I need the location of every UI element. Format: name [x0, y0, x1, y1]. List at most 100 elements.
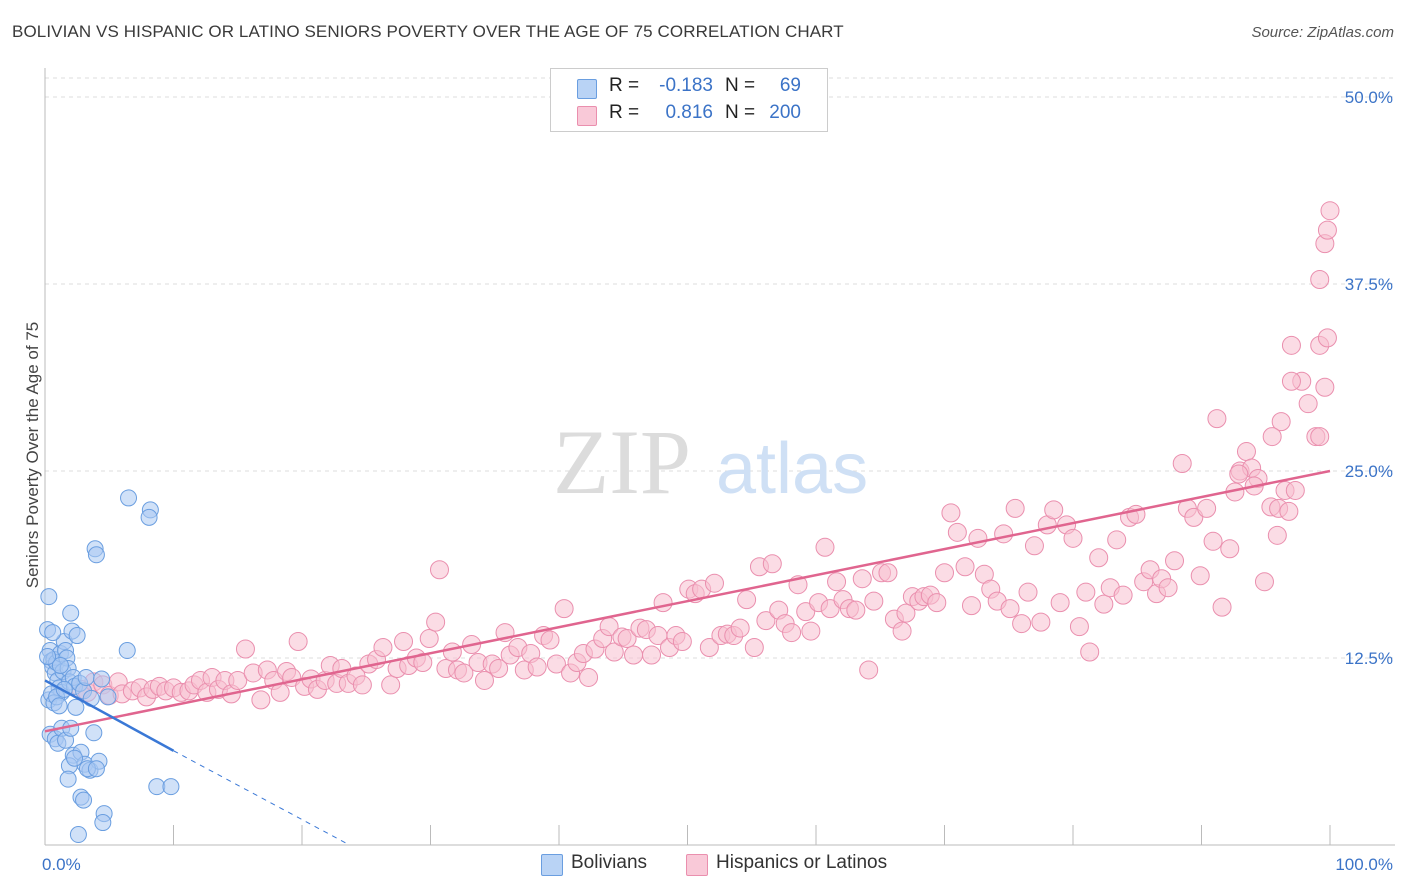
legend-swatch-blue [577, 79, 597, 99]
source-label: Source: ZipAtlas.com [1251, 24, 1394, 41]
hispanic-point [288, 632, 308, 652]
hispanic-point [1113, 585, 1133, 605]
y-tick-label: 12.5% [1345, 649, 1393, 668]
bolivian-trend-extension [173, 750, 350, 846]
hispanic-point [251, 690, 271, 710]
hispanic-point [730, 618, 750, 638]
bolivian-point [68, 627, 86, 645]
bolivian-point [87, 546, 105, 564]
hispanic-point [352, 675, 372, 695]
hispanic-point [1012, 614, 1032, 634]
hispanic-point [699, 638, 719, 658]
hispanic-point [1254, 572, 1274, 592]
hispanic-point [642, 645, 662, 665]
hispanic-point [540, 630, 560, 650]
hispanic-point [419, 629, 439, 649]
watermark-atlas: atlas [716, 429, 868, 509]
bolivian-point [62, 604, 80, 622]
hispanic-point [1271, 412, 1291, 432]
hispanic-point [604, 642, 624, 662]
hispanic-point [1197, 498, 1217, 518]
bolivian-point [94, 814, 112, 832]
y-tick-label: 25.0% [1345, 462, 1393, 481]
hispanic-point [859, 660, 879, 680]
hispanic-point [489, 658, 509, 678]
hispanic-point [394, 632, 414, 652]
legend-r-value: -0.183 [659, 75, 713, 96]
hispanic-point [546, 654, 566, 674]
hispanic-point [852, 569, 872, 589]
bolivian-point [118, 642, 136, 660]
hispanic-point [744, 638, 764, 658]
legend-n-key: N = [725, 102, 756, 123]
hispanic-point [1076, 582, 1096, 602]
bolivian-points [39, 489, 180, 844]
hispanic-point [994, 524, 1014, 544]
x-tick-label: 100.0% [1335, 855, 1393, 874]
bolivian-point [99, 688, 117, 706]
hispanic-point [961, 596, 981, 616]
hispanic-point [1190, 566, 1210, 586]
hispanic-point [1236, 442, 1256, 462]
hispanic-point [442, 642, 462, 662]
hispanic-point [1298, 394, 1318, 414]
hispanic-point [955, 557, 975, 577]
bolivian-point [51, 656, 69, 674]
hispanic-point [762, 554, 782, 574]
hispanic-point [672, 632, 692, 652]
hispanic-point [1158, 578, 1178, 598]
hispanic-point [1310, 270, 1330, 290]
hispanic-point [228, 670, 248, 690]
hispanic-point [413, 652, 433, 672]
hispanic-point [941, 503, 961, 523]
bolivian-point [59, 770, 77, 788]
hispanic-point [1262, 427, 1282, 447]
hispanic-point [624, 645, 644, 665]
hispanic-point [235, 639, 255, 659]
trend-lines [44, 469, 1331, 846]
hispanic-point [1005, 498, 1025, 518]
bolivian-trend-line [44, 679, 175, 752]
hispanic-point [1281, 335, 1301, 355]
bolivian-point [50, 697, 68, 715]
hispanic-point [947, 522, 967, 542]
chart-title: BOLIVIAN VS HISPANIC OR LATINO SENIORS P… [12, 22, 844, 41]
legend-n-value: 200 [769, 102, 801, 123]
hispanic-point [896, 603, 916, 623]
watermark-zip: ZIP [553, 411, 691, 513]
hispanic-point [1018, 582, 1038, 602]
bolivian-point [93, 670, 111, 688]
legend-swatch-pink [577, 106, 597, 126]
hispanic-point [1172, 454, 1192, 474]
hispanic-point [426, 612, 446, 632]
hispanic-point [1000, 599, 1020, 619]
hispanic-point [827, 572, 847, 592]
hispanic-point [1063, 528, 1083, 548]
hispanic-point [1229, 464, 1249, 484]
tick-labels: 12.5% 25.0% 37.5% 50.0% 0.0% 100.0% [42, 88, 1393, 874]
hispanic-point [782, 623, 802, 643]
hispanic-point [1281, 371, 1301, 391]
bottom-legend-label: Bolivians [571, 852, 648, 873]
bottom-legend-label: Hispanics or Latinos [716, 852, 888, 873]
bolivian-point [77, 668, 95, 686]
hispanic-point [756, 611, 776, 631]
hispanic-point [927, 593, 947, 613]
y-tick-label: 37.5% [1345, 275, 1393, 294]
hispanic-point [1310, 427, 1330, 447]
hispanic-point [1317, 220, 1337, 240]
bolivian-point [120, 489, 138, 507]
legend-r-key: R = [609, 102, 640, 123]
hispanic-point [892, 621, 912, 641]
hispanic-point [1285, 480, 1305, 500]
hispanic-point [815, 537, 835, 557]
hispanic-point [653, 593, 673, 613]
legend-r-key: R = [609, 75, 640, 96]
hispanic-point [429, 560, 449, 580]
hispanic-point [1094, 594, 1114, 614]
hispanic-point [1089, 548, 1109, 568]
bolivian-point [39, 648, 57, 666]
bolivian-point [85, 724, 103, 742]
bolivian-point [69, 826, 87, 844]
hispanic-point [864, 591, 884, 611]
